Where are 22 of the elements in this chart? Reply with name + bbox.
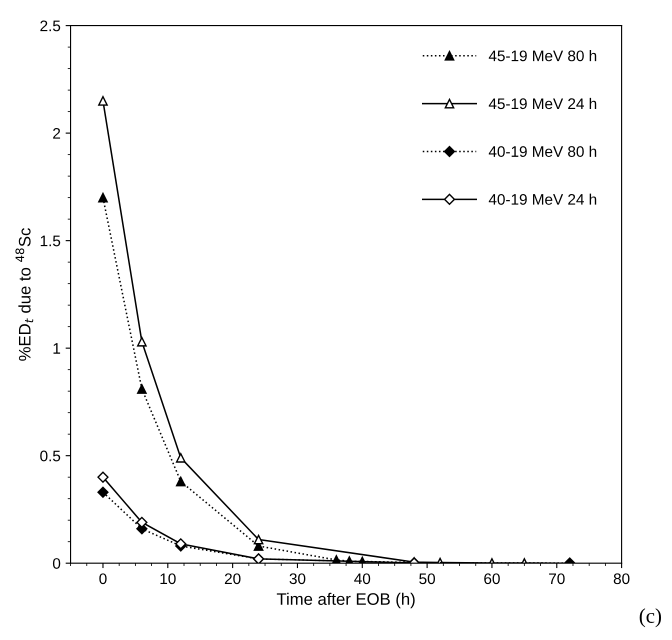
y-tick-label: 2 bbox=[53, 128, 60, 139]
text: (c) bbox=[640, 608, 662, 628]
y-tick-label: 0 bbox=[52, 558, 60, 569]
x-tick-label: 30 bbox=[290, 573, 306, 584]
x-tick-label: 20 bbox=[224, 573, 241, 584]
y-tick-label: 2.5 bbox=[40, 20, 60, 32]
y-tick-label: 1.5 bbox=[40, 236, 60, 246]
x-tick-label: 40 bbox=[354, 573, 370, 584]
legend-label: 40-19 MeV 24 h bbox=[488, 194, 596, 205]
legend-label: 45-19 MeV 80 h bbox=[488, 50, 596, 62]
y-tick-label: 0.5 bbox=[40, 450, 60, 462]
x-tick-label: 70 bbox=[549, 573, 565, 584]
x-axis-title: Time after EOB (h) bbox=[276, 592, 415, 608]
x-tick-label: 50 bbox=[419, 573, 436, 584]
x-tick-label: 60 bbox=[484, 573, 500, 584]
x-tick-label: 80 bbox=[614, 573, 630, 584]
legend-label: 45-19 MeV 24 h bbox=[488, 98, 596, 110]
legend-label: 40-19 MeV 80 h bbox=[488, 146, 596, 157]
y-axis-title: %ED$_{t}$ due to $^{48}$Sc bbox=[15, 228, 34, 361]
x-tick-label: 10 bbox=[160, 573, 176, 584]
x-tick-label: 0 bbox=[99, 573, 107, 584]
y-tick-label: 1 bbox=[54, 343, 60, 354]
